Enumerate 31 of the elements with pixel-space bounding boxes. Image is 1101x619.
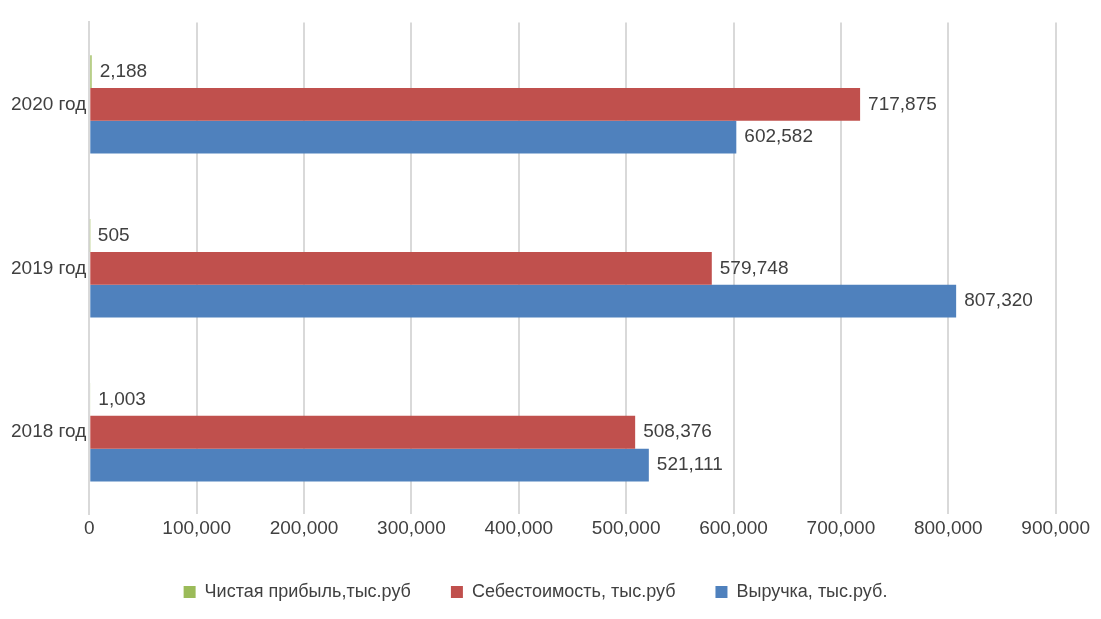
x-tick-label: 500,000	[591, 516, 661, 538]
bar	[90, 87, 861, 121]
bar	[90, 415, 636, 449]
x-tick-label: 600,000	[699, 516, 768, 538]
x-tick-label: 700,000	[806, 516, 876, 538]
data-label: 505	[97, 223, 130, 245]
bar	[90, 120, 737, 154]
data-label: 508,376	[643, 420, 712, 442]
x-tick-label: 0	[84, 516, 95, 538]
data-label: 602,582	[744, 125, 813, 147]
data-label: 2,188	[99, 59, 148, 81]
data-label: 1,003	[98, 387, 146, 409]
y-tick-label: 2020 год	[11, 92, 87, 114]
data-label: 807,320	[964, 289, 1033, 311]
x-tick-label: 400,000	[484, 516, 554, 538]
data-label: 717,875	[868, 92, 937, 114]
x-tick-label: 200,000	[269, 516, 339, 538]
y-tick-label: 2018 год	[11, 420, 87, 442]
x-tick-label: 300,000	[377, 516, 446, 538]
x-tick-label: 100,000	[162, 516, 232, 538]
bar	[90, 448, 649, 482]
data-label: 521,111	[656, 453, 723, 475]
x-tick-label: 800,000	[913, 516, 983, 538]
bar	[90, 251, 712, 285]
x-tick-label: 900,000	[1021, 516, 1090, 538]
y-tick-label: 2019 год	[11, 256, 87, 278]
data-label: 579,748	[719, 256, 789, 278]
bar	[90, 284, 957, 318]
legend-label: Чистая прибыль,тыс.руб	[204, 580, 411, 601]
legend-label: Себестоимость, тыс.руб	[471, 580, 676, 601]
legend-label: Выручка, тыс.руб.	[736, 580, 888, 601]
